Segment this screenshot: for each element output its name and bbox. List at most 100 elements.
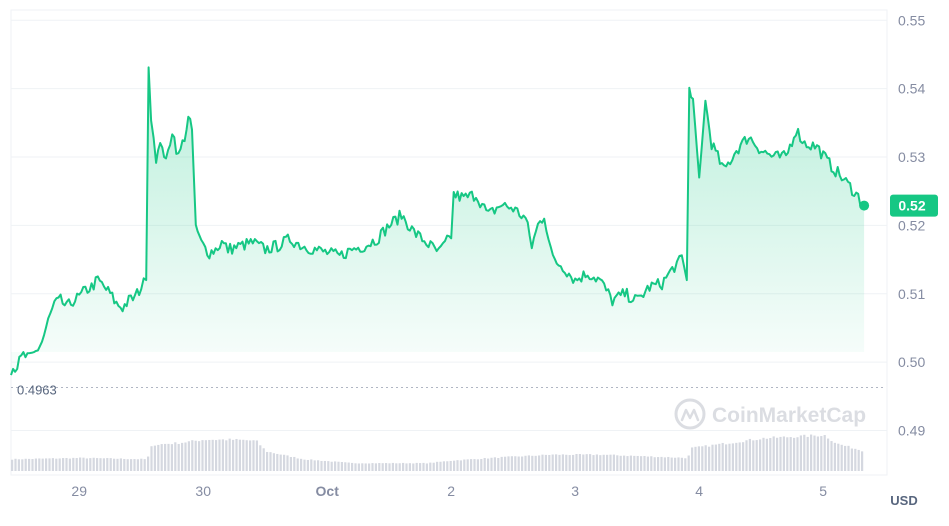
- volume-bar: [463, 459, 466, 471]
- volume-bar: [306, 459, 309, 471]
- watermark: CoinMarketCap: [674, 398, 866, 430]
- volume-bar: [565, 454, 568, 471]
- volume-bars: [11, 434, 864, 471]
- volume-bar: [194, 440, 197, 471]
- volume-bar: [174, 442, 177, 471]
- volume-bar: [422, 462, 425, 471]
- volume-bar: [453, 460, 456, 471]
- volume-bar: [201, 440, 204, 471]
- volume-bar: [844, 445, 847, 471]
- plot-frame: [10, 9, 888, 476]
- volume-bar: [99, 458, 102, 471]
- volume-bar: [65, 457, 68, 471]
- volume-bar: [504, 456, 507, 471]
- current-price-badge-text: 0.52: [898, 198, 925, 214]
- volume-bar: [728, 443, 731, 471]
- volume-bar: [21, 459, 24, 471]
- volume-bar: [153, 445, 156, 471]
- x-tick-label: 4: [695, 483, 703, 499]
- volume-bar: [823, 435, 826, 471]
- volume-bar: [738, 442, 741, 471]
- volume-bar: [164, 443, 167, 471]
- volume-bar: [293, 456, 296, 471]
- x-axis: 29 30 Oct 2 3 4 5: [71, 483, 827, 499]
- volume-bar: [157, 444, 160, 471]
- volume-bar: [572, 454, 575, 471]
- volume-bar: [378, 463, 381, 471]
- y-tick-label: 0.53: [898, 149, 925, 165]
- volume-bar: [721, 442, 724, 471]
- volume-bar: [402, 462, 405, 471]
- volume-bar: [351, 462, 354, 471]
- volume-bar: [337, 461, 340, 471]
- volume-bar: [861, 451, 864, 471]
- volume-bar: [79, 457, 82, 471]
- volume-bar: [221, 439, 224, 471]
- volume-bar: [218, 439, 221, 471]
- volume-bar: [701, 446, 704, 471]
- volume-bar: [534, 455, 537, 471]
- volume-bar: [449, 460, 452, 471]
- volume-bar: [11, 459, 14, 471]
- volume-bar: [436, 461, 439, 471]
- x-tick-label: Oct: [316, 483, 340, 499]
- volume-bar: [388, 463, 391, 471]
- volume-bar: [167, 443, 170, 471]
- volume-bar: [432, 462, 435, 471]
- volume-bar: [517, 456, 520, 471]
- volume-bar: [398, 463, 401, 471]
- volume-bar: [854, 448, 857, 471]
- volume-bar: [310, 459, 313, 471]
- volume-bar: [184, 442, 187, 471]
- volume-bar: [497, 458, 500, 471]
- volume-bar: [232, 439, 235, 471]
- current-price-dot: [859, 200, 870, 211]
- volume-bar: [575, 454, 578, 471]
- volume-bar: [470, 459, 473, 471]
- volume-bar: [429, 462, 432, 471]
- volume-bar: [143, 459, 146, 471]
- volume-bar: [752, 440, 755, 471]
- volume-bar: [14, 458, 17, 471]
- y-tick-label: 0.55: [898, 12, 925, 28]
- y-tick-label: 0.52: [898, 217, 925, 233]
- volume-bar: [687, 455, 690, 471]
- watermark-text: CoinMarketCap: [712, 404, 866, 427]
- volume-bar: [480, 459, 483, 471]
- volume-bar: [697, 446, 700, 471]
- volume-bar: [541, 454, 544, 471]
- volume-bar: [555, 454, 558, 471]
- volume-bar: [755, 440, 758, 471]
- volume-bar: [371, 463, 374, 471]
- volume-bar: [772, 436, 775, 471]
- volume-bar: [500, 456, 503, 471]
- volume-bar: [609, 454, 612, 471]
- volume-bar: [412, 463, 415, 471]
- volume-bar: [228, 438, 231, 471]
- volume-bar: [289, 457, 292, 471]
- volume-bar: [602, 454, 605, 471]
- volume-bar: [391, 462, 394, 471]
- volume-bar: [374, 463, 377, 471]
- volume-bar: [748, 438, 751, 471]
- currency-label: USD: [890, 493, 917, 508]
- volume-bar: [442, 461, 445, 471]
- volume-bar: [238, 439, 241, 471]
- x-tick-label: 3: [571, 483, 579, 499]
- volume-bar: [198, 441, 201, 471]
- volume-bar: [225, 440, 228, 471]
- volume-bar: [731, 443, 734, 471]
- volume-bar: [558, 454, 561, 471]
- coinmarketcap-logo-icon: [674, 398, 706, 430]
- volume-bar: [816, 436, 819, 471]
- x-tick-label: 2: [447, 483, 455, 499]
- volume-bar: [269, 452, 272, 471]
- volume-bar: [786, 437, 789, 471]
- volume-bar: [62, 458, 65, 471]
- volume-bar: [623, 455, 626, 471]
- volume-bar: [245, 440, 248, 471]
- volume-bar: [830, 441, 833, 471]
- volume-bar: [45, 458, 48, 471]
- volume-bar: [561, 454, 564, 471]
- volume-bar: [75, 458, 78, 471]
